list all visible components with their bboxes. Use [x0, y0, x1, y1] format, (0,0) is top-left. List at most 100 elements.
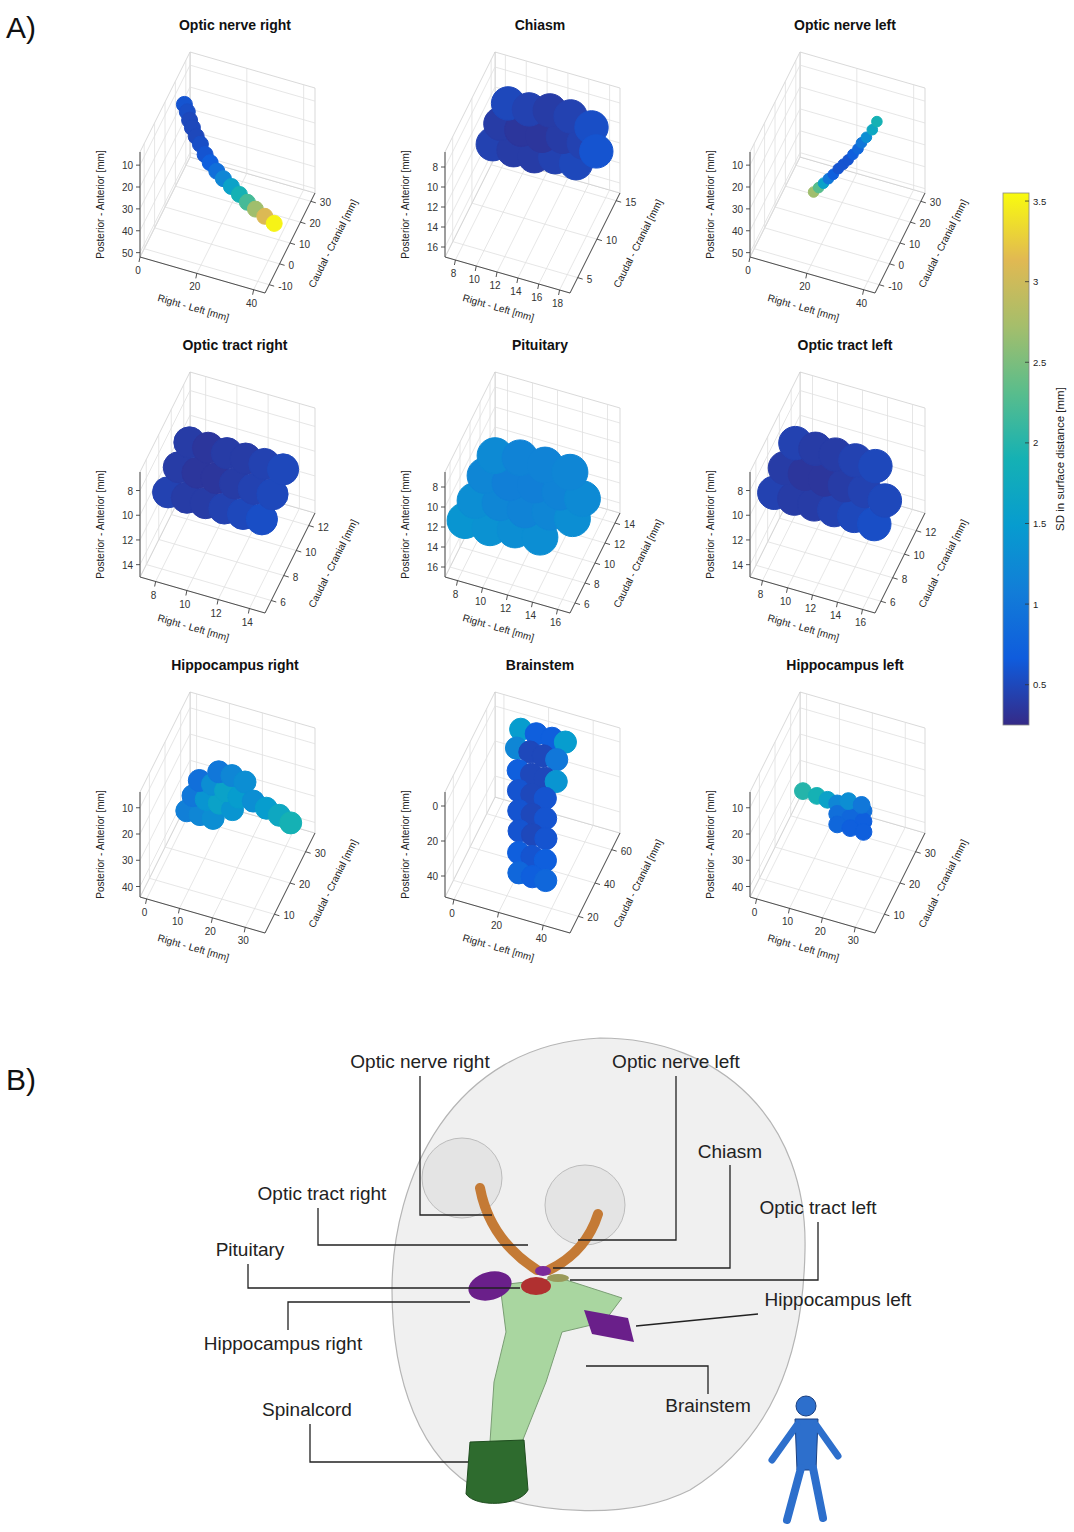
grid-line [190, 153, 315, 189]
grid-line [146, 565, 271, 601]
tick [309, 526, 314, 528]
tick-label: 12 [490, 280, 502, 291]
panel-title: Hippocampus left [786, 657, 904, 673]
structure-label: Hippocampus left [765, 1289, 913, 1310]
grid-line [476, 166, 526, 266]
panel: 02040-1001020301020304050Right - Left [m… [705, 17, 970, 323]
panel-title: Optic nerve left [794, 17, 896, 33]
tick [290, 243, 295, 245]
tick-label: 16 [427, 242, 439, 253]
tick [578, 278, 583, 280]
tick-label: 12 [732, 535, 744, 546]
tick [585, 583, 590, 585]
tick [136, 490, 140, 491]
panel: 8101214166810128101214Right - Left [mm]C… [705, 337, 970, 643]
tick-label: 10 [475, 596, 487, 607]
tick [910, 222, 915, 224]
tick [612, 850, 617, 852]
grid-line [175, 81, 176, 186]
marks [447, 438, 600, 555]
surface-point [855, 824, 872, 841]
tick-label: 16 [855, 617, 867, 628]
tick [746, 490, 750, 491]
structure-label: Brainstem [665, 1395, 751, 1416]
tick-label: 40 [536, 933, 548, 944]
leader-line [636, 1314, 758, 1326]
tick-label: 40 [246, 298, 258, 309]
grid-line [149, 878, 274, 914]
panel: 02040-1001020301020304050Right - Left [m… [95, 17, 360, 323]
icon-leg [787, 1468, 801, 1520]
tick-label: 8 [451, 268, 457, 279]
tick [904, 554, 909, 556]
orientation-icon [772, 1396, 838, 1520]
panel-letter: A) [6, 11, 36, 44]
structure-label: Optic nerve right [350, 1051, 490, 1072]
tick-label: 12 [614, 539, 626, 550]
pane-back [495, 52, 620, 193]
surface-point [266, 215, 282, 231]
axis-title: Posterior - Anterior [mm] [705, 470, 716, 579]
axis-title: Right - Left [mm] [766, 932, 840, 963]
tick [136, 230, 140, 231]
tick-label: 10 [469, 274, 481, 285]
icon-arm [772, 1425, 797, 1460]
grid-line [800, 52, 801, 157]
pane-side [140, 52, 190, 257]
tick [879, 285, 884, 287]
grid-line [790, 711, 791, 816]
tick-label: 8 [432, 162, 438, 173]
tick-label: 0 [135, 265, 141, 276]
grid-line [609, 85, 610, 190]
tick-label: 16 [531, 292, 543, 303]
tick [921, 201, 926, 203]
tick-label: 20 [309, 218, 321, 229]
tick-label: 8 [293, 572, 299, 583]
tick [253, 290, 254, 295]
anatomy-diagram: Optic nerve rightOptic nerve leftChiasmO… [204, 1038, 912, 1511]
tick [746, 860, 750, 861]
tick-label: 0 [745, 265, 751, 276]
grid-line [246, 68, 247, 173]
tick [496, 272, 497, 277]
tick-label: 10 [427, 182, 439, 193]
axis-title: Posterior - Anterior [mm] [95, 470, 106, 579]
axis-title: Caudal - Cranial [mm] [611, 517, 664, 609]
tick [441, 487, 445, 488]
tick-label: 10 [283, 910, 295, 921]
grid-line [539, 184, 589, 284]
grid-line [144, 144, 145, 249]
tick [746, 539, 750, 540]
axis-title: Right - Left [mm] [766, 612, 840, 643]
tick [248, 609, 249, 614]
tick [884, 914, 889, 916]
grid-line [775, 102, 776, 207]
z-axis [570, 833, 620, 933]
tick [441, 187, 445, 188]
colorbar-tick-label: 3 [1033, 276, 1038, 287]
tick-label: 0 [142, 907, 148, 918]
z-axis [875, 193, 925, 293]
colorbar-tick [1025, 604, 1029, 605]
tick-label: 20 [587, 912, 599, 923]
surface-point [868, 484, 901, 517]
x-axis [750, 257, 875, 293]
tick [441, 227, 445, 228]
tick [441, 527, 445, 528]
grid-line [800, 65, 925, 101]
axis-title: Posterior - Anterior [mm] [705, 150, 716, 259]
pane-back [800, 692, 925, 833]
grid-line [791, 816, 916, 852]
pane-side [750, 52, 800, 257]
grid-line [593, 720, 594, 825]
tick-label: 40 [856, 298, 868, 309]
grid-line [800, 109, 925, 145]
grid-line [165, 102, 166, 207]
tick-label: 30 [122, 204, 134, 215]
leader-line [248, 1264, 520, 1288]
tick [517, 278, 518, 283]
tick-label: 20 [122, 182, 134, 193]
tick-label: 8 [127, 486, 133, 497]
tick [900, 243, 905, 245]
panel: 0204020406002040Right - Left [mm]Caudal … [400, 657, 665, 963]
